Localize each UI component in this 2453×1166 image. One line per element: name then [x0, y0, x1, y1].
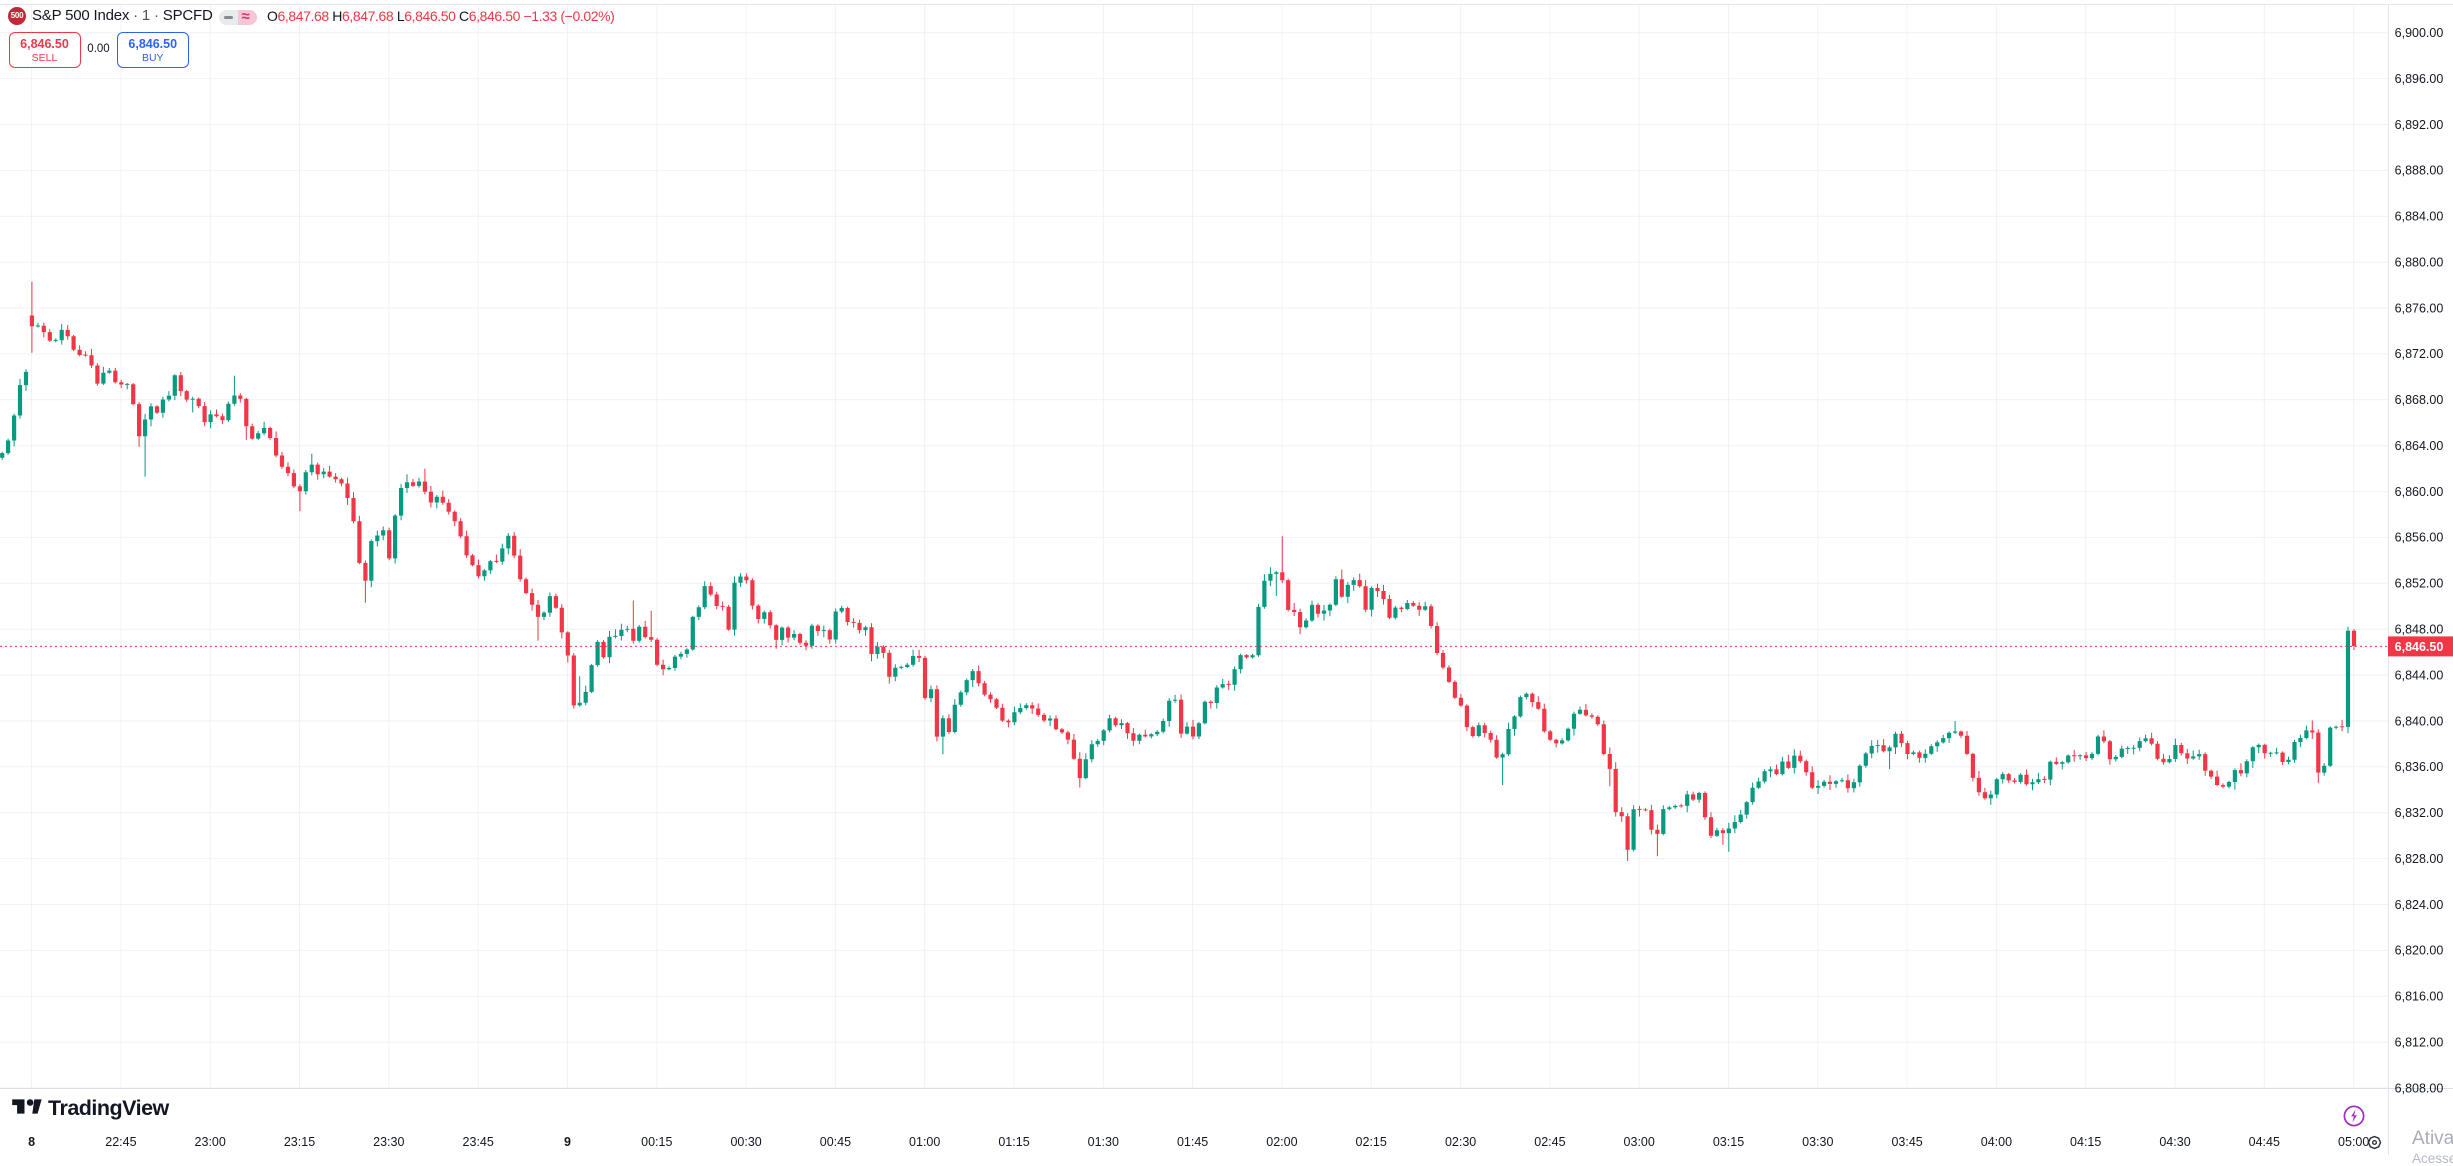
svg-text:6,836.00: 6,836.00 — [2395, 760, 2444, 774]
svg-text:23:30: 23:30 — [373, 1135, 404, 1149]
svg-text:04:30: 04:30 — [2159, 1135, 2190, 1149]
svg-text:6,848.00: 6,848.00 — [2395, 623, 2444, 637]
svg-text:03:30: 03:30 — [1802, 1135, 1833, 1149]
svg-text:6,844.00: 6,844.00 — [2395, 668, 2444, 682]
svg-text:04:15: 04:15 — [2070, 1135, 2101, 1149]
svg-text:6,846.50: 6,846.50 — [2395, 640, 2444, 654]
svg-text:TradingView: TradingView — [48, 1099, 170, 1120]
svg-text:6,900.00: 6,900.00 — [2395, 26, 2444, 40]
svg-text:6,892.00: 6,892.00 — [2395, 118, 2444, 132]
svg-text:04:45: 04:45 — [2249, 1135, 2280, 1149]
svg-text:6,812.00: 6,812.00 — [2395, 1035, 2444, 1049]
svg-text:6,852.00: 6,852.00 — [2395, 577, 2444, 591]
svg-text:9: 9 — [564, 1135, 571, 1149]
svg-text:6,868.00: 6,868.00 — [2395, 393, 2444, 407]
svg-text:23:00: 23:00 — [195, 1135, 226, 1149]
svg-text:01:00: 01:00 — [909, 1135, 940, 1149]
svg-text:6,880.00: 6,880.00 — [2395, 256, 2444, 270]
svg-text:02:45: 02:45 — [1534, 1135, 1565, 1149]
svg-text:02:15: 02:15 — [1356, 1135, 1387, 1149]
svg-text:6,840.00: 6,840.00 — [2395, 714, 2444, 728]
svg-text:03:15: 03:15 — [1713, 1135, 1744, 1149]
svg-text:23:45: 23:45 — [463, 1135, 494, 1149]
svg-text:6,816.00: 6,816.00 — [2395, 990, 2444, 1004]
svg-text:22:45: 22:45 — [105, 1135, 136, 1149]
svg-text:04:00: 04:00 — [1981, 1135, 2012, 1149]
svg-text:00:15: 00:15 — [641, 1135, 672, 1149]
svg-text:6,872.00: 6,872.00 — [2395, 347, 2444, 361]
svg-text:6,888.00: 6,888.00 — [2395, 164, 2444, 178]
svg-text:05:00: 05:00 — [2338, 1135, 2369, 1149]
svg-text:23:15: 23:15 — [284, 1135, 315, 1149]
svg-text:6,832.00: 6,832.00 — [2395, 806, 2444, 820]
svg-text:6,896.00: 6,896.00 — [2395, 72, 2444, 86]
svg-text:6,864.00: 6,864.00 — [2395, 439, 2444, 453]
svg-text:6,824.00: 6,824.00 — [2395, 898, 2444, 912]
svg-text:03:45: 03:45 — [1891, 1135, 1922, 1149]
svg-text:6,884.00: 6,884.00 — [2395, 210, 2444, 224]
svg-text:02:30: 02:30 — [1445, 1135, 1476, 1149]
svg-text:6,828.00: 6,828.00 — [2395, 852, 2444, 866]
svg-text:00:30: 00:30 — [730, 1135, 761, 1149]
svg-text:02:00: 02:00 — [1266, 1135, 1297, 1149]
svg-text:00:45: 00:45 — [820, 1135, 851, 1149]
svg-text:01:45: 01:45 — [1177, 1135, 1208, 1149]
svg-text:01:30: 01:30 — [1088, 1135, 1119, 1149]
svg-text:6,820.00: 6,820.00 — [2395, 944, 2444, 958]
svg-text:6,856.00: 6,856.00 — [2395, 531, 2444, 545]
svg-text:01:15: 01:15 — [998, 1135, 1029, 1149]
svg-text:03:00: 03:00 — [1624, 1135, 1655, 1149]
svg-text:6,808.00: 6,808.00 — [2395, 1081, 2444, 1095]
svg-text:6,860.00: 6,860.00 — [2395, 485, 2444, 499]
svg-text:6,876.00: 6,876.00 — [2395, 301, 2444, 315]
svg-text:8: 8 — [28, 1135, 35, 1149]
